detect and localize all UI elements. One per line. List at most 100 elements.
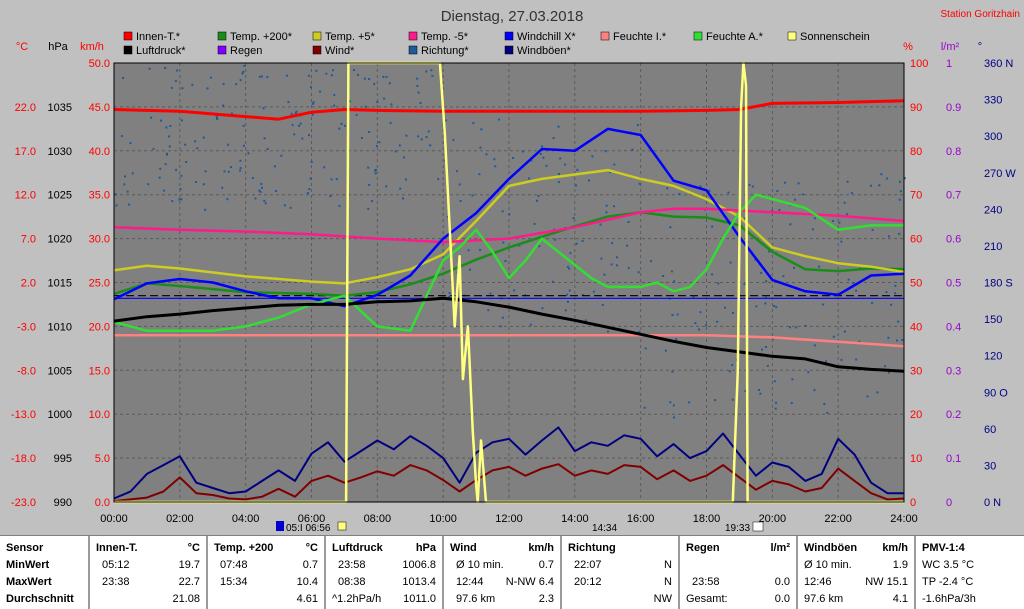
direction-point (572, 217, 575, 220)
direction-point (301, 137, 304, 140)
x-tick-label: 10:00 (429, 513, 457, 525)
direction-point (855, 358, 858, 361)
direction-point (367, 166, 370, 169)
direction-point (312, 101, 315, 104)
stats-temp200-min: 0.7 (302, 559, 318, 571)
direction-point (903, 177, 906, 180)
direction-point (846, 180, 849, 183)
direction-point (479, 248, 482, 251)
direction-point (176, 69, 179, 72)
stats-temp200-avg: 4.61 (296, 593, 318, 605)
direction-point (311, 113, 314, 116)
direction-point (743, 217, 746, 220)
stats-pmv-header: PMV-1:4 (922, 542, 965, 554)
direction-point (371, 200, 374, 203)
direction-point (298, 124, 301, 127)
chart-title: Dienstag, 27.03.2018 (441, 8, 584, 25)
x-tick-label: 20:00 (759, 513, 787, 525)
pressure_hPa-tick-label: 1010 (48, 321, 72, 333)
direction-point (764, 302, 767, 305)
direction-point (698, 328, 701, 331)
humidity_pct-tick-label: 40 (910, 321, 922, 333)
legend-swatch (408, 45, 418, 55)
direction-point (239, 167, 242, 170)
x-tick-label: 14:00 (561, 513, 589, 525)
direction-point (241, 72, 244, 75)
sun-icon (337, 521, 347, 531)
direction-point (419, 101, 422, 104)
direction-point (499, 325, 502, 328)
direction-point (664, 349, 667, 352)
direction-point (801, 193, 804, 196)
direction-point (115, 204, 118, 207)
direction-point (206, 87, 209, 90)
direction-point (129, 142, 132, 145)
direction-point (768, 250, 771, 253)
direction-point (852, 282, 855, 285)
direction-point (168, 135, 171, 138)
direction-point (283, 204, 286, 207)
direction_deg-tick-label: 30 (984, 460, 996, 472)
stats-row-max: MaxWert (6, 576, 52, 588)
pressure_hPa-tick-label: 1005 (48, 365, 72, 377)
stats-luftdruck-min-time: 23:58 (338, 559, 366, 571)
direction-point (670, 270, 673, 273)
direction-point (498, 118, 501, 121)
temp_C-tick-label: 22.0 (15, 102, 36, 114)
direction-point (601, 303, 604, 306)
direction-point (425, 136, 428, 139)
direction-point (202, 183, 205, 186)
direction-point (374, 168, 377, 171)
direction-point (216, 117, 219, 120)
direction-point (729, 261, 732, 264)
direction-point (501, 210, 504, 213)
direction-point (518, 244, 521, 247)
direction-point (355, 113, 358, 116)
direction-point (771, 209, 774, 212)
stats-temp200-max-time: 15:34 (220, 576, 248, 588)
direction-point (147, 183, 150, 186)
stats-luftdruck: Luftdruck hPa 23:58 1006.8 08:38 1013.4 … (324, 536, 442, 609)
wind_kmh-tick-label: 25.0 (89, 278, 110, 290)
direction-point (385, 185, 388, 188)
direction-point (239, 169, 242, 172)
x-tick-label: 16:00 (627, 513, 655, 525)
direction-point (230, 112, 233, 115)
direction-point (333, 104, 336, 107)
direction-point (437, 178, 440, 181)
pressure_hPa-unit-label: hPa (48, 41, 68, 53)
legend-label: Temp. +5* (325, 31, 376, 43)
direction-point (223, 170, 226, 173)
direction-point (431, 74, 434, 77)
direction-point (587, 179, 590, 182)
legend-label: Windböen* (517, 45, 572, 57)
direction-point (399, 187, 402, 190)
direction-point (294, 112, 297, 115)
rain_lm2-tick-label: 0.2 (946, 409, 961, 421)
stats-temp200-header: Temp. +200 (214, 542, 274, 554)
direction-point (291, 123, 294, 126)
direction-point (672, 404, 675, 407)
direction_deg-tick-label: 300 (984, 131, 1002, 143)
direction-point (368, 183, 371, 186)
direction-point (822, 303, 825, 306)
stats-windboeen-row1: 1.9 (892, 559, 908, 571)
stats-regen-header: Regen (686, 542, 720, 554)
direction-point (295, 110, 298, 113)
direction_deg-tick-label: 270 W (984, 168, 1016, 180)
direction-point (338, 127, 341, 130)
direction-point (273, 165, 276, 168)
direction-point (896, 339, 899, 342)
direction-point (782, 275, 785, 278)
direction-point (263, 137, 266, 140)
direction-point (643, 406, 646, 409)
direction-point (711, 273, 714, 276)
direction-point (788, 326, 791, 329)
direction-point (607, 330, 610, 333)
direction-point (636, 124, 639, 127)
rain_lm2-tick-label: 0.6 (946, 234, 961, 246)
humidity_pct-tick-label: 100 (910, 58, 928, 70)
direction_deg-tick-label: 180 S (984, 278, 1013, 290)
stats-regen-unit: l/m² (770, 542, 790, 554)
direction-point (743, 283, 746, 286)
